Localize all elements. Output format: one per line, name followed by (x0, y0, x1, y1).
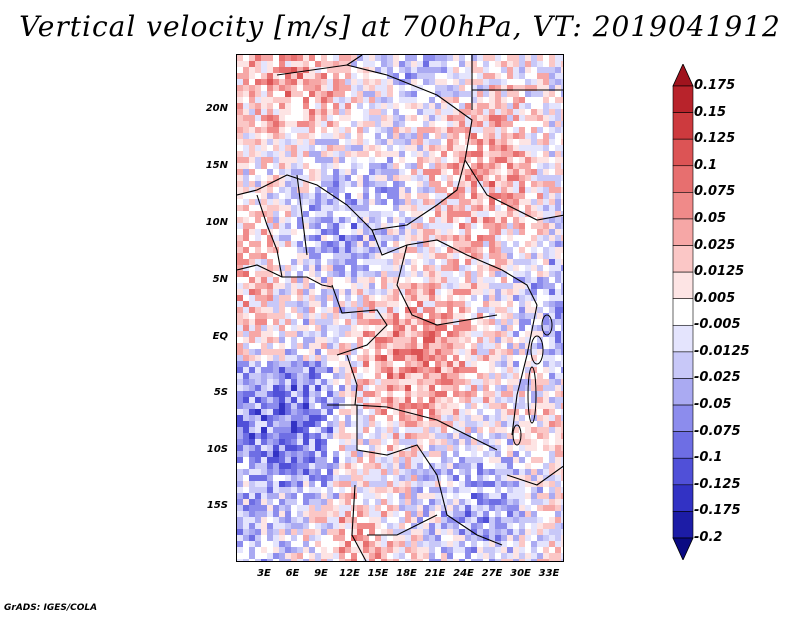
country-border (511, 304, 538, 436)
country-border (464, 159, 563, 221)
colorbar-bin (672, 271, 694, 300)
lat-tick-label: 5N (212, 274, 228, 285)
colorbar-bin (672, 192, 694, 220)
colorbar-bottom-arrow (672, 537, 694, 560)
colorbar-bin (672, 351, 694, 379)
country-border (327, 404, 503, 546)
country-border (256, 194, 283, 278)
lon-tick-label: 24E (453, 568, 474, 579)
colorbar-bin (672, 165, 694, 193)
colorbar-level-label: 0.005 (694, 290, 736, 306)
country-border (346, 354, 498, 451)
lake-outline (541, 314, 553, 336)
colorbar-level-label: 0.05 (694, 210, 727, 226)
colorbar-level-label: -0.0125 (694, 343, 750, 359)
colorbar-bin (672, 484, 694, 512)
lon-tick-label: 18E (396, 568, 417, 579)
colorbar-level-label: -0.05 (694, 397, 732, 413)
colorbar-top-arrow (672, 64, 694, 87)
lake-outline (512, 424, 522, 446)
lat-tick-label: 20N (205, 103, 228, 114)
lon-tick-label: 30E (510, 568, 531, 579)
colorbar-bin (672, 245, 694, 273)
colorbar-level-label: 0.075 (694, 184, 736, 200)
chart-title: Vertical velocity [m/s] at 700hPa, VT: 2… (19, 10, 781, 43)
colorbar-bin (672, 404, 694, 432)
lake-outline (530, 335, 544, 365)
colorbar-bin (672, 431, 694, 459)
lat-tick-label: EQ (212, 331, 228, 342)
colorbar-level-label: -0.125 (694, 476, 741, 492)
colorbar-level-label: 0.125 (694, 131, 736, 147)
lon-tick-label: 27E (481, 568, 503, 579)
lon-tick-label: 33E (538, 568, 560, 579)
lat-tick-label: 15N (205, 160, 228, 171)
lake-outline (527, 366, 537, 424)
colorbar-bin (672, 218, 694, 246)
lon-tick-label: 15E (367, 568, 389, 579)
colorbar-bin (672, 298, 694, 326)
colorbar-level-label: 0.1 (694, 157, 718, 173)
country-border (396, 244, 498, 326)
colorbar-level-label: -0.075 (694, 423, 741, 439)
colorbar-level-label: -0.1 (694, 450, 723, 466)
colorbar-bin (672, 324, 694, 353)
colorbar-bin (672, 138, 694, 167)
lon-tick-label: 12E (339, 568, 360, 579)
colorbar-level-label: 0.15 (694, 104, 727, 120)
colorbar-level-label: -0.005 (694, 317, 741, 333)
colorbar-bin (672, 112, 694, 140)
country-border (331, 284, 388, 356)
country-border (296, 174, 308, 256)
colorbar-level-label: -0.2 (694, 530, 723, 545)
lat-tick-label: 10S (206, 444, 228, 455)
colorbar-level-label: 0.175 (694, 78, 736, 93)
lon-tick-label: 3E (257, 568, 271, 579)
colorbar-bin (672, 457, 694, 486)
grads-credit: GrADS: IGES/COLA (4, 603, 98, 613)
colorbar-bin (672, 378, 694, 406)
country-border (346, 55, 363, 66)
lon-tick-label: 6E (285, 568, 300, 579)
lon-tick-label: 21E (424, 568, 446, 579)
country-border (237, 264, 333, 288)
colorbar-level-label: -0.025 (694, 370, 741, 386)
map-panel (236, 54, 564, 562)
colorbar-bin (672, 85, 694, 113)
colorbar-bin (672, 511, 694, 539)
colorbar-level-label: -0.175 (694, 503, 741, 519)
country-border (351, 484, 367, 561)
lat-tick-label: 10N (205, 217, 228, 228)
colorbar (672, 64, 694, 560)
country-border (506, 465, 563, 486)
country-border (371, 229, 538, 306)
velocity-field (237, 55, 563, 561)
lon-tick-label: 9E (314, 568, 328, 579)
colorbar-level-label: 0.025 (694, 237, 736, 253)
country-border (367, 514, 438, 536)
lat-tick-label: 5S (213, 387, 228, 398)
lat-tick-label: 15S (206, 500, 228, 511)
field-cells (237, 55, 563, 561)
colorbar-level-label: 0.0125 (694, 264, 745, 280)
